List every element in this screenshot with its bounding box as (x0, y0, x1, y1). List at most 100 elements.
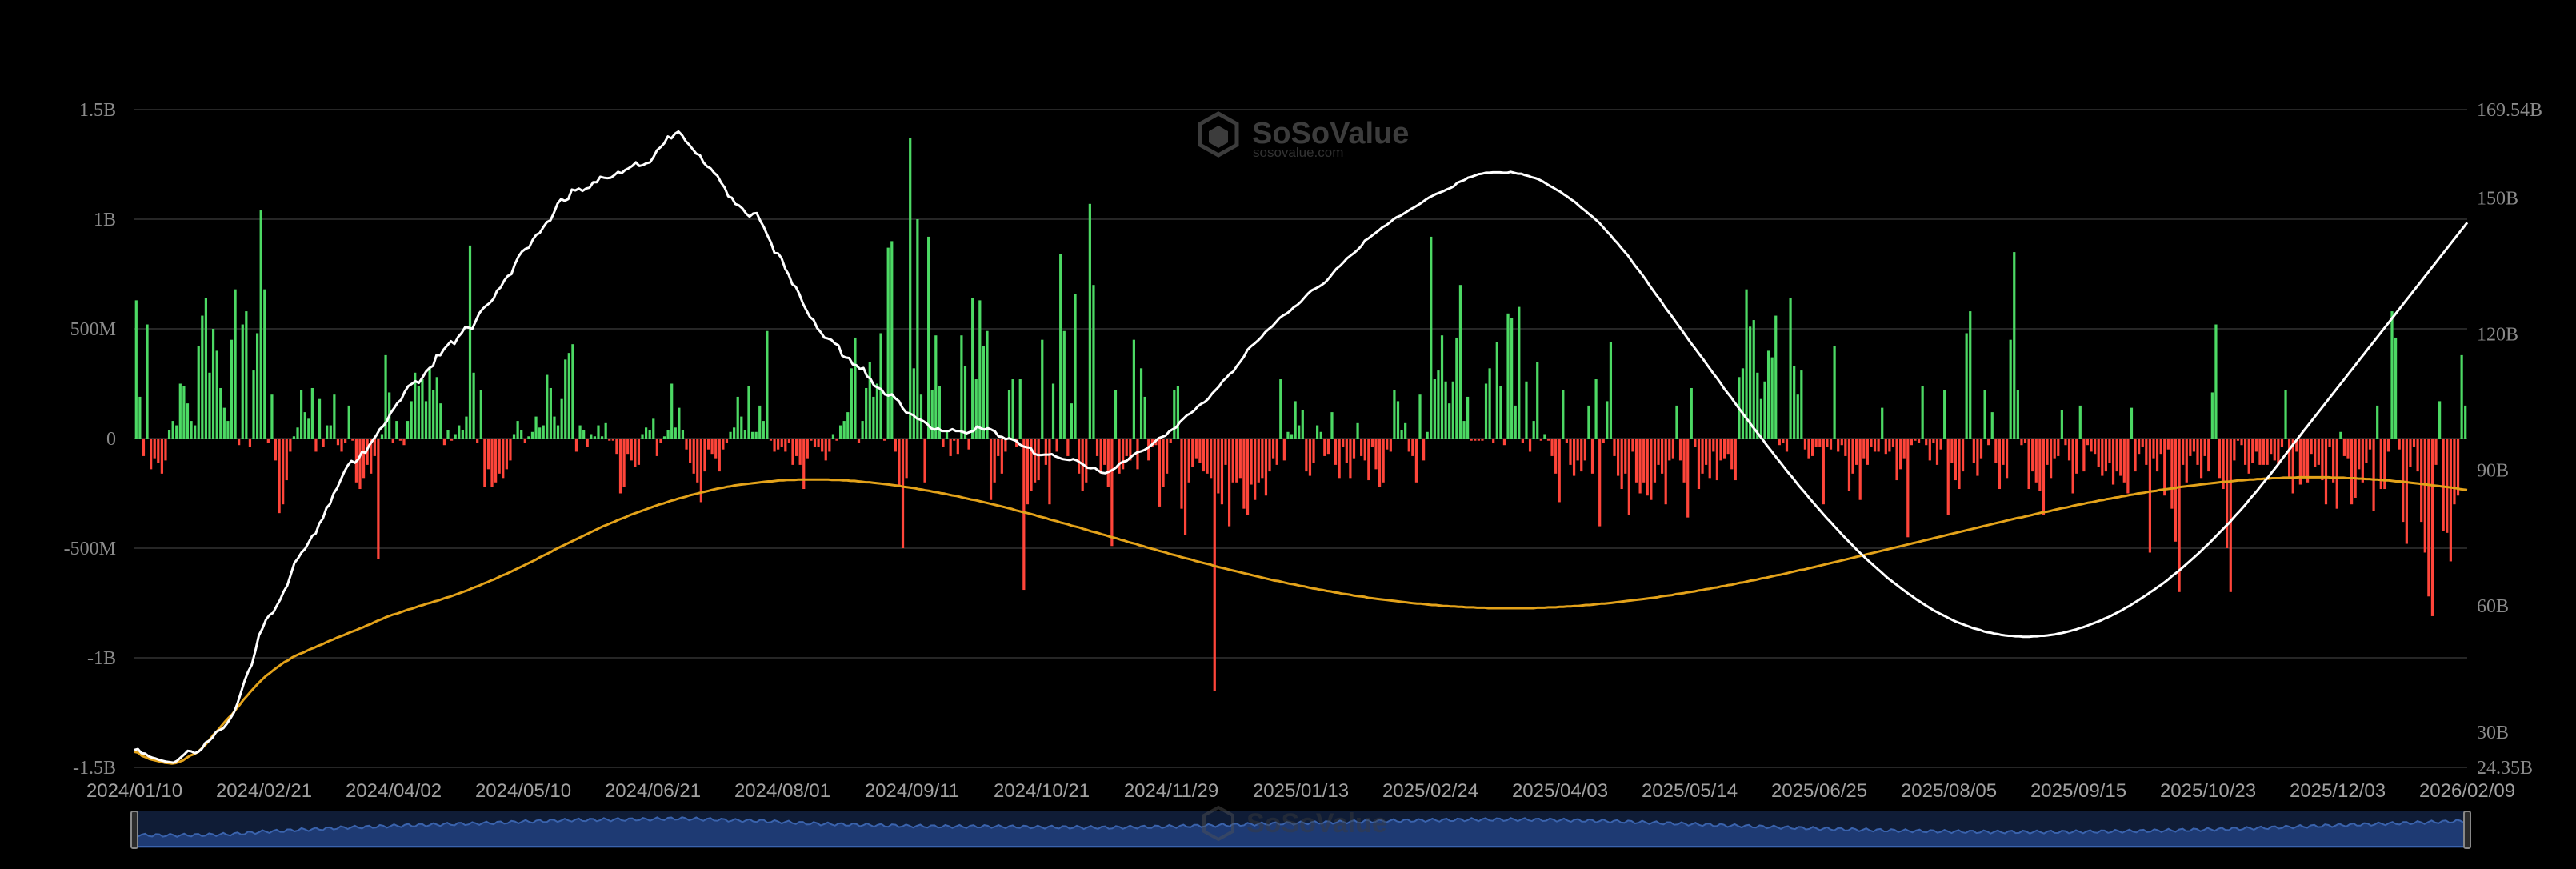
flow-bar (347, 405, 350, 439)
range-navigator[interactable]: SoSoValue (130, 805, 2471, 849)
flow-bar (1671, 439, 1674, 459)
flow-bar (927, 236, 930, 439)
flow-bar (1235, 439, 1238, 483)
flow-bar (1990, 412, 1994, 439)
x-tick-label: 2025/04/03 (1512, 780, 1608, 802)
flow-bar (1143, 396, 1146, 439)
flow-bar (1194, 439, 1198, 459)
flow-bar (2130, 407, 2134, 439)
flow-bar (296, 427, 299, 439)
flow-bar (2390, 311, 2394, 439)
flow-bar (2122, 439, 2126, 483)
flow-bar (699, 439, 702, 503)
flow-bar (2379, 439, 2382, 490)
flow-bar (1095, 439, 1099, 456)
flow-bar (178, 383, 182, 439)
flow-bar (1114, 390, 1118, 439)
flow-bar (1983, 390, 1986, 439)
flow-bar (2090, 439, 2093, 452)
flow-bar (2023, 439, 2027, 443)
flow-bar (2101, 439, 2104, 476)
flow-bar (314, 439, 318, 452)
flow-bar (574, 439, 578, 452)
flow-bar (1085, 439, 1088, 483)
flow-bar (1290, 434, 1294, 439)
flow-bar (255, 333, 259, 439)
flow-bar (226, 421, 230, 439)
flow-bar (1308, 439, 1312, 476)
flow-bar (1495, 342, 1498, 439)
flow-bar (861, 421, 864, 439)
flow-bar (259, 210, 262, 439)
flow-bar (2442, 439, 2445, 531)
flow-bar (1572, 439, 1576, 476)
flow-bar (171, 421, 174, 439)
flow-bar (802, 439, 806, 490)
flow-bar (134, 300, 138, 439)
flow-bar (692, 439, 695, 474)
flow-bar (1455, 337, 1458, 439)
flow-bar (1011, 379, 1014, 439)
flow-bar (1847, 439, 1851, 491)
flow-bar (1440, 335, 1444, 439)
navigator-right-handle[interactable] (2463, 811, 2471, 849)
flow-bar (1650, 439, 1653, 500)
flow-bar (1514, 405, 1517, 439)
flow-bar (351, 439, 354, 441)
navigator-left-handle[interactable] (130, 811, 138, 849)
flow-bar (960, 335, 963, 439)
flow-bar (1525, 381, 1528, 439)
left-y-axis: 1.5B 1B 500M 0 -500M -1B -1.5B (64, 100, 116, 779)
flow-bar (1004, 439, 1007, 452)
watermark-brand: SoSoValue (1252, 117, 1409, 150)
flow-bar (872, 396, 875, 439)
flow-bar (175, 425, 178, 439)
flow-bar (303, 412, 306, 439)
flow-bar (725, 439, 729, 443)
flow-bar (153, 439, 156, 459)
flow-bar (780, 439, 783, 447)
flow-bar (2332, 439, 2335, 483)
flow-bar (706, 439, 710, 450)
flow-bar (2222, 439, 2225, 490)
flow-bar (1668, 439, 1671, 461)
flow-bar (2034, 439, 2038, 483)
flow-bar (1173, 390, 1176, 439)
flow-bar (1536, 362, 1539, 439)
flow-bar (1675, 405, 1678, 439)
flow-bar (1719, 439, 1722, 461)
flow-bar (1539, 439, 1542, 441)
flow-bar (714, 439, 718, 459)
flow-bar (373, 439, 376, 456)
flow-bar (1444, 381, 1447, 439)
flow-bar (1954, 439, 1958, 481)
flow-bar (391, 439, 394, 443)
flow-bar (278, 439, 281, 514)
flow-bar (157, 439, 160, 463)
flow-bar (1686, 439, 1690, 518)
flow-bar (1246, 439, 1250, 515)
flow-bar (740, 416, 743, 439)
flow-bar (1976, 439, 1979, 476)
flow-bar (520, 430, 523, 439)
flow-bar (1206, 439, 1209, 474)
flow-bar (2266, 439, 2269, 465)
flow-bar (942, 439, 945, 447)
flow-bar (494, 439, 498, 483)
flow-bar (974, 379, 978, 439)
flow-bar (1430, 236, 1433, 439)
flow-bar (2178, 439, 2181, 592)
flow-bar (681, 430, 685, 439)
flow-bar (1884, 439, 1887, 455)
flow-bar (883, 439, 886, 441)
flow-bar (1319, 431, 1322, 439)
flow-bar (292, 436, 296, 439)
flow-bar (1474, 439, 1477, 441)
flow-bar (750, 431, 754, 439)
flow-bar (1749, 326, 1752, 439)
flow-bar (542, 425, 545, 439)
flow-bar (424, 401, 428, 439)
flow-bar (1282, 439, 1286, 461)
flow-bar (1092, 285, 1095, 439)
flow-bar (406, 421, 410, 439)
